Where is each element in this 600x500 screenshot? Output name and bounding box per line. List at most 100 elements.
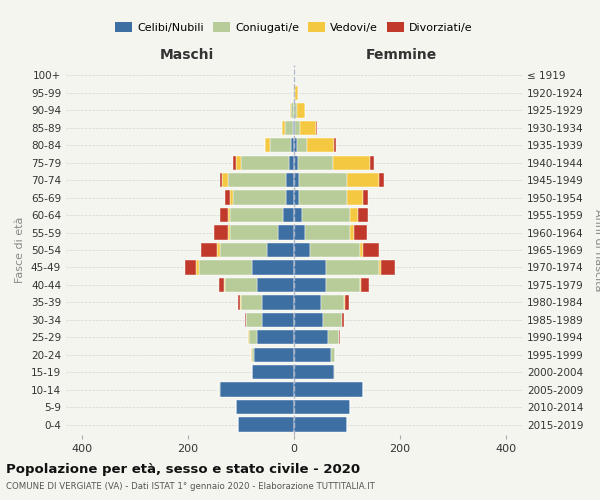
Bar [331, 348, 335, 362]
Bar [339, 330, 340, 344]
Bar [361, 278, 369, 292]
Bar [316, 120, 317, 135]
Bar [382, 260, 395, 274]
Bar [326, 278, 360, 292]
Bar [225, 278, 257, 292]
Bar [305, 226, 350, 239]
Text: Femmine: Femmine [365, 48, 437, 62]
Bar [294, 365, 334, 380]
Bar [363, 243, 379, 257]
Bar [294, 86, 295, 100]
Bar [342, 312, 344, 327]
Bar [350, 226, 354, 239]
Bar [294, 103, 296, 118]
Bar [360, 243, 363, 257]
Bar [379, 173, 384, 188]
Bar [323, 312, 342, 327]
Bar [225, 190, 230, 205]
Bar [233, 190, 286, 205]
Bar [262, 312, 294, 327]
Bar [228, 208, 230, 222]
Bar [294, 156, 298, 170]
Bar [270, 138, 292, 152]
Bar [294, 295, 320, 310]
Legend: Celibi/Nubili, Coniugati/e, Vedovi/e, Divorziati/e: Celibi/Nubili, Coniugati/e, Vedovi/e, Di… [115, 22, 473, 33]
Bar [201, 243, 217, 257]
Bar [320, 295, 344, 310]
Bar [292, 138, 294, 152]
Bar [278, 226, 294, 239]
Bar [295, 86, 298, 100]
Bar [228, 226, 230, 239]
Bar [294, 190, 299, 205]
Bar [294, 243, 310, 257]
Bar [224, 278, 225, 292]
Bar [220, 243, 268, 257]
Bar [196, 260, 199, 274]
Text: Popolazione per età, sesso e stato civile - 2020: Popolazione per età, sesso e stato civil… [6, 462, 360, 475]
Bar [220, 382, 294, 397]
Bar [333, 156, 370, 170]
Bar [347, 190, 363, 205]
Bar [286, 190, 294, 205]
Bar [334, 138, 337, 152]
Bar [251, 365, 294, 380]
Bar [363, 190, 368, 205]
Bar [251, 260, 294, 274]
Bar [217, 243, 220, 257]
Bar [199, 260, 251, 274]
Bar [290, 103, 292, 118]
Bar [219, 382, 220, 397]
Bar [265, 138, 270, 152]
Bar [358, 208, 368, 222]
Bar [294, 278, 326, 292]
Bar [296, 138, 307, 152]
Bar [220, 173, 223, 188]
Bar [220, 208, 228, 222]
Bar [294, 260, 326, 274]
Bar [249, 330, 257, 344]
Bar [236, 400, 294, 414]
Bar [238, 295, 241, 310]
Bar [268, 243, 294, 257]
Text: Maschi: Maschi [160, 48, 214, 62]
Bar [328, 330, 339, 344]
Bar [257, 278, 294, 292]
Bar [257, 330, 294, 344]
Bar [301, 120, 316, 135]
Bar [294, 173, 299, 188]
Bar [294, 418, 347, 432]
Bar [345, 295, 349, 310]
Bar [310, 243, 360, 257]
Bar [307, 138, 334, 152]
Bar [294, 348, 331, 362]
Bar [230, 208, 283, 222]
Bar [241, 295, 262, 310]
Bar [294, 330, 328, 344]
Bar [334, 365, 335, 380]
Bar [230, 226, 278, 239]
Bar [299, 173, 347, 188]
Text: COMUNE DI VERGIATE (VA) - Dati ISTAT 1° gennaio 2020 - Elaborazione TUTTITALIA.I: COMUNE DI VERGIATE (VA) - Dati ISTAT 1° … [6, 482, 375, 491]
Bar [236, 156, 241, 170]
Bar [292, 103, 294, 118]
Bar [223, 173, 228, 188]
Bar [293, 120, 294, 135]
Y-axis label: Fasce di età: Fasce di età [16, 217, 25, 283]
Bar [379, 260, 382, 274]
Bar [347, 173, 379, 188]
Bar [299, 190, 347, 205]
Bar [326, 260, 379, 274]
Bar [233, 156, 236, 170]
Bar [289, 156, 294, 170]
Y-axis label: Anni di nascita: Anni di nascita [593, 209, 600, 291]
Bar [283, 208, 294, 222]
Bar [228, 173, 286, 188]
Bar [294, 120, 295, 135]
Bar [294, 138, 296, 152]
Bar [241, 156, 289, 170]
Bar [350, 208, 358, 222]
Bar [294, 400, 350, 414]
Bar [283, 120, 285, 135]
Bar [370, 156, 374, 170]
